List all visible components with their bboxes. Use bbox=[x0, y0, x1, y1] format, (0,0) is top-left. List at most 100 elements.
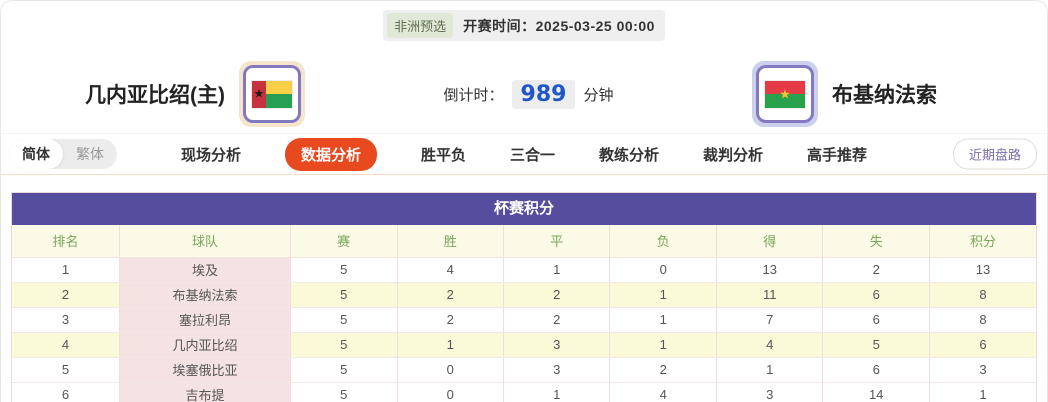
goals-for-cell: 7 bbox=[716, 307, 824, 333]
draw-cell: 1 bbox=[503, 382, 611, 402]
countdown: 倒计时： 989 分钟 bbox=[443, 79, 614, 109]
draw-cell: 2 bbox=[503, 282, 611, 308]
teams-row: 几内亚比绍(主) ★ 倒计时： 989 分 bbox=[1, 41, 1047, 133]
loss-cell: 2 bbox=[609, 357, 717, 383]
header-row: 排名 球队 赛 胜 平 负 得 失 积分 bbox=[12, 225, 1036, 258]
top-bar: 非洲预选 开赛时间： 2025-03-25 00:00 bbox=[1, 1, 1047, 41]
loss-cell: 4 bbox=[609, 382, 717, 402]
points-cell: 3 bbox=[929, 357, 1036, 383]
rank-cell: 5 bbox=[12, 357, 121, 383]
language-toggle[interactable]: 简体 繁体 bbox=[9, 139, 117, 169]
table-row: 6 吉布提 5 0 1 4 3 14 1 bbox=[12, 382, 1036, 402]
goals-against-cell: 2 bbox=[822, 257, 930, 283]
col-team: 球队 bbox=[119, 225, 292, 258]
countdown-unit: 分钟 bbox=[583, 86, 614, 104]
team-cell: 吉布提 bbox=[119, 382, 292, 402]
loss-cell: 0 bbox=[609, 257, 717, 283]
win-cell: 0 bbox=[397, 382, 505, 402]
draw-cell: 1 bbox=[503, 257, 611, 283]
points-cell: 1 bbox=[929, 382, 1036, 402]
col-rank: 排名 bbox=[12, 225, 121, 258]
win-cell: 1 bbox=[397, 332, 505, 358]
gnb-black-star-icon: ★ bbox=[253, 86, 265, 101]
table-title: 杯赛积分 bbox=[12, 193, 1036, 225]
goals-against-cell: 6 bbox=[822, 282, 930, 308]
burkina-faso-flag-icon: ★ bbox=[765, 80, 805, 108]
countdown-label: 倒计时： bbox=[443, 86, 504, 104]
win-cell: 2 bbox=[397, 282, 505, 308]
table-row: 2 布基纳法索 5 2 2 1 11 6 8 bbox=[12, 282, 1036, 308]
win-cell: 4 bbox=[397, 257, 505, 283]
table-row: 5 埃塞俄比亚 5 0 3 2 1 6 3 bbox=[12, 357, 1036, 383]
kickoff-time: 2025-03-25 00:00 bbox=[535, 17, 655, 34]
away-team-name: 布基纳法索 bbox=[832, 84, 937, 107]
played-cell: 5 bbox=[290, 307, 398, 333]
points-cell: 13 bbox=[929, 257, 1036, 283]
points-cell: 8 bbox=[929, 307, 1036, 333]
gnb-stripes bbox=[266, 80, 292, 108]
analysis-tabs: 现场分析 数据分析 胜平负 三合一 教练分析 裁判分析 高手推荐 bbox=[180, 137, 868, 171]
rank-cell: 1 bbox=[12, 257, 121, 283]
tab-referee-analysis[interactable]: 裁判分析 bbox=[703, 146, 764, 164]
bfa-green-half bbox=[765, 94, 805, 108]
played-cell: 5 bbox=[290, 282, 398, 308]
table-row: 3 塞拉利昂 5 2 2 1 7 6 8 bbox=[12, 307, 1036, 333]
col-points: 积分 bbox=[929, 225, 1036, 258]
tab-data-analysis[interactable]: 数据分析 bbox=[284, 137, 377, 171]
cup-standings-table: 杯赛积分 排名 球队 赛 胜 平 负 得 失 积分 bbox=[11, 192, 1037, 402]
lang-traditional[interactable]: 繁体 bbox=[76, 146, 104, 162]
countdown-value: 989 bbox=[511, 79, 576, 109]
draw-cell: 3 bbox=[503, 332, 611, 358]
standings-grid: 排名 球队 赛 胜 平 负 得 失 积分 1 埃及 5 4 1 bbox=[12, 225, 1036, 402]
gnb-red-band: ★ bbox=[252, 80, 266, 108]
recent-trends-button[interactable]: 近期盘路 bbox=[952, 138, 1037, 170]
tab-three-in-one[interactable]: 三合一 bbox=[509, 146, 555, 164]
table-row: 4 几内亚比绍 5 1 3 1 4 5 6 bbox=[12, 332, 1036, 358]
played-cell: 5 bbox=[290, 332, 398, 358]
bfa-red-half: ★ bbox=[765, 80, 805, 101]
kickoff-pill: 非洲预选 开赛时间： 2025-03-25 00:00 bbox=[383, 10, 665, 41]
col-goals-against: 失 bbox=[822, 225, 930, 258]
played-cell: 5 bbox=[290, 382, 398, 402]
team-cell: 塞拉利昂 bbox=[119, 307, 292, 333]
away-team: ★ 布基纳法索 bbox=[752, 61, 937, 127]
rank-cell: 6 bbox=[12, 382, 121, 402]
bfa-gold-star-icon: ★ bbox=[779, 86, 791, 102]
goals-against-cell: 6 bbox=[822, 307, 930, 333]
goals-against-cell: 14 bbox=[822, 382, 930, 402]
goals-for-cell: 3 bbox=[716, 382, 824, 402]
guinea-bissau-flag-icon: ★ bbox=[252, 80, 292, 108]
goals-for-cell: 11 bbox=[716, 282, 824, 308]
win-cell: 2 bbox=[397, 307, 505, 333]
played-cell: 5 bbox=[290, 357, 398, 383]
table-row: 1 埃及 5 4 1 0 13 2 13 bbox=[12, 257, 1036, 283]
lang-simplified[interactable]: 简体 bbox=[9, 139, 63, 169]
draw-cell: 2 bbox=[503, 307, 611, 333]
win-cell: 0 bbox=[397, 357, 505, 383]
goals-for-cell: 4 bbox=[716, 332, 824, 358]
home-team: 几内亚比绍(主) ★ bbox=[85, 61, 305, 127]
rank-cell: 4 bbox=[12, 332, 121, 358]
loss-cell: 1 bbox=[609, 307, 717, 333]
played-cell: 5 bbox=[290, 257, 398, 283]
tab-bar: 简体 繁体 现场分析 数据分析 胜平负 三合一 教练分析 裁判分析 高手推荐 近… bbox=[1, 133, 1047, 175]
team-cell: 几内亚比绍 bbox=[119, 332, 292, 358]
tab-win-draw-loss[interactable]: 胜平负 bbox=[420, 146, 466, 164]
col-goals-for: 得 bbox=[716, 225, 824, 258]
col-draw: 平 bbox=[503, 225, 611, 258]
gnb-green-stripe bbox=[266, 94, 292, 108]
tab-coach-analysis[interactable]: 教练分析 bbox=[599, 146, 660, 164]
col-win: 胜 bbox=[397, 225, 505, 258]
rank-cell: 2 bbox=[12, 282, 121, 308]
team-cell: 埃及 bbox=[119, 257, 292, 283]
tab-live-analysis[interactable]: 现场分析 bbox=[180, 146, 241, 164]
home-flag-frame: ★ bbox=[239, 61, 305, 127]
goals-against-cell: 5 bbox=[822, 332, 930, 358]
tab-expert-picks[interactable]: 高手推荐 bbox=[807, 146, 868, 164]
col-loss: 负 bbox=[609, 225, 717, 258]
goals-for-cell: 1 bbox=[716, 357, 824, 383]
draw-cell: 3 bbox=[503, 357, 611, 383]
league-badge: 非洲预选 bbox=[387, 13, 454, 38]
away-flag-box: ★ bbox=[756, 65, 814, 123]
